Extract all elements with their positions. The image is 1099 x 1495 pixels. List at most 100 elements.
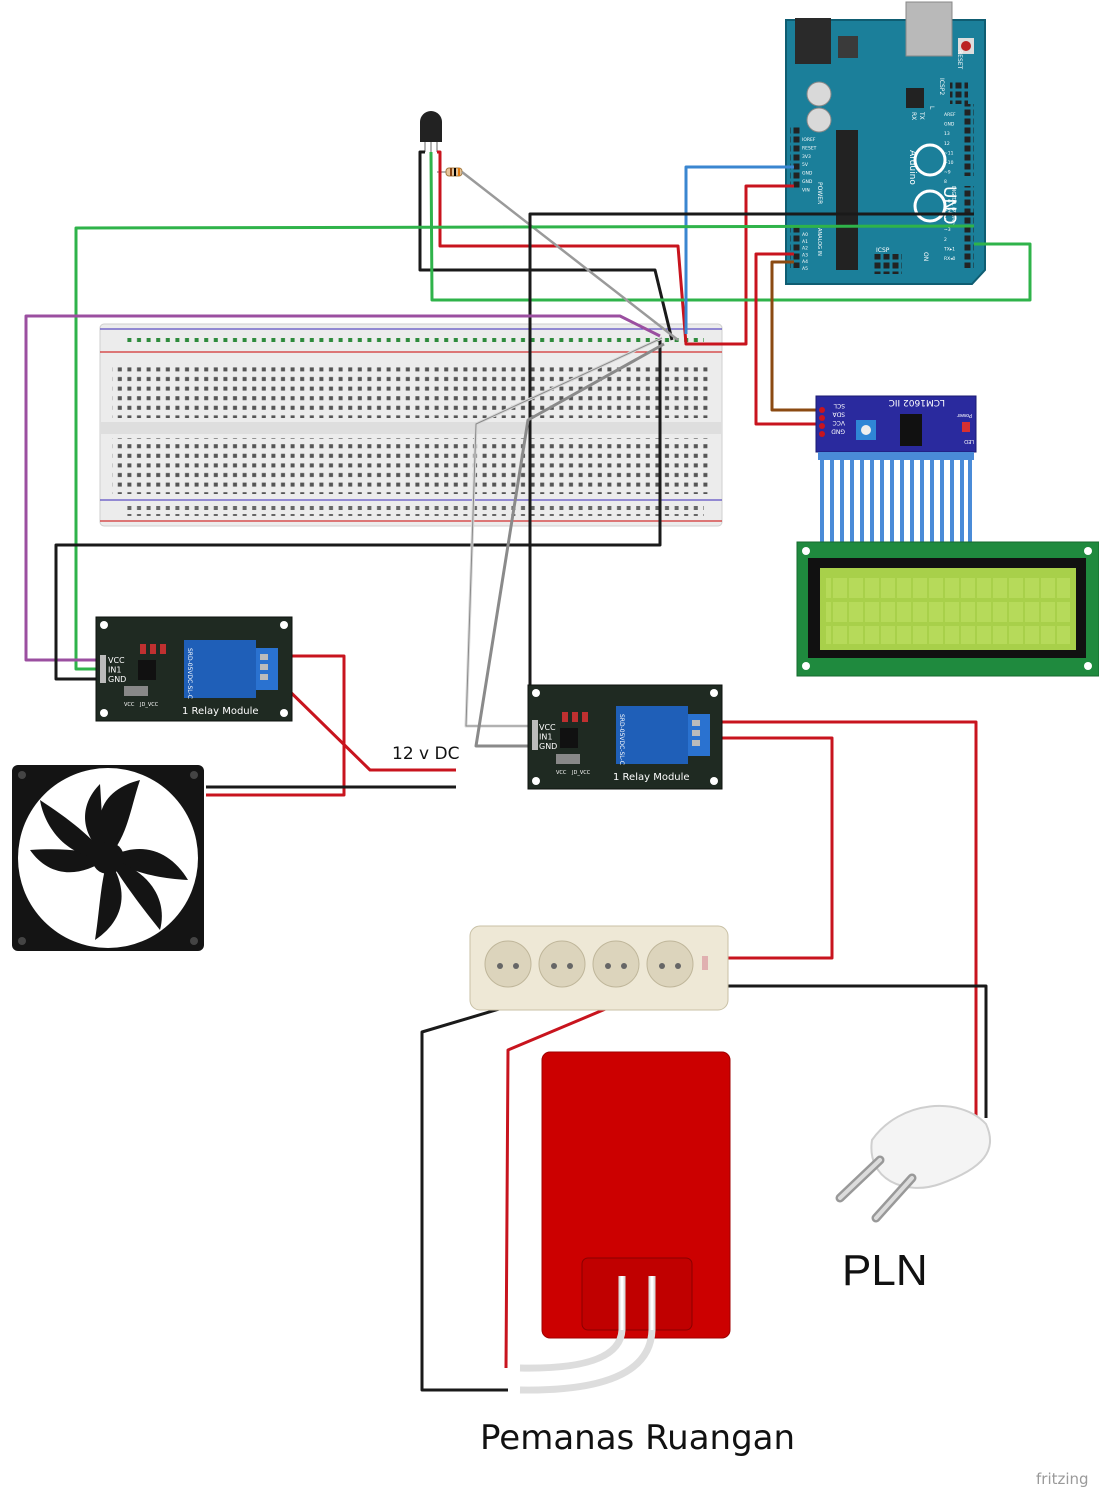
- arduino-reset-label: RESET: [956, 50, 963, 70]
- wire-5v: [684, 165, 794, 334]
- wires: [24, 150, 1032, 1392]
- pin-label: GND: [802, 171, 813, 177]
- pin-label: 8: [944, 179, 947, 185]
- pin-label: A5: [802, 266, 808, 272]
- breadboard: [99, 323, 723, 527]
- arduino-analog-label: ANALOG IN: [816, 228, 822, 256]
- heater-label: Pemanas Ruangan: [480, 1418, 796, 1458]
- wire-resistor: [461, 171, 679, 341]
- lcd-16x2-display: [796, 541, 1099, 677]
- relay1-jumper-jdvcc: JD_VCC: [139, 702, 159, 708]
- wire-mains-relay-in: [700, 720, 978, 1118]
- wire-12v-positive: [268, 670, 456, 772]
- relay2-part-label: SRD-05VDC-SL-C: [618, 714, 625, 765]
- relay-module-2: SRD-05VDC-SL-C 1 Relay Module VCCIN1GND …: [527, 684, 723, 790]
- relay1-title: 1 Relay Module: [182, 706, 259, 717]
- arduino-on-label: ON: [922, 252, 929, 261]
- arduino-power-pin-labels: IOREF RESET 3V3 5V GND GND VIN: [802, 137, 817, 193]
- mains-plug: [835, 1105, 992, 1223]
- wire-sensor-data: [429, 151, 1032, 302]
- wire-relay1-gnd: [54, 340, 662, 681]
- pin-label: RX◂0: [944, 256, 955, 262]
- power-strip: [469, 925, 729, 1011]
- relay2-jumper-jdvcc: JD_VCC: [571, 770, 591, 776]
- arduino-rx-label: RX: [910, 112, 917, 120]
- dc-supply-label: 12 v DC: [392, 744, 460, 764]
- pin-label: SCL: [833, 402, 845, 409]
- pin-label: 7: [944, 189, 947, 195]
- pin-label: A1: [802, 239, 808, 245]
- pin-label: 4: [944, 218, 947, 224]
- arduino-brand-label: Arduino: [907, 150, 917, 185]
- relay2-title: 1 Relay Module: [613, 772, 690, 783]
- pin-label: GND: [802, 179, 813, 185]
- pin-label: GND: [944, 122, 955, 128]
- pin-label: 5V: [802, 162, 809, 168]
- pin-label: GND: [539, 742, 557, 751]
- arduino-tx-label: TX: [918, 111, 925, 120]
- lcd-backpack-title: LCM1602 IIC: [889, 397, 945, 407]
- arduino-icsp-label: ICSP: [876, 247, 890, 254]
- pin-label: 13: [944, 131, 950, 137]
- pin-label: VIN: [802, 187, 810, 193]
- pin-label: IN1: [108, 666, 121, 675]
- arduino-uno: RESET ICSP2 L TX RX Arduino UNO ON ICSP …: [785, 1, 986, 285]
- pin-label: ~3: [944, 227, 951, 233]
- wire-relay2-vcc-edge: [465, 337, 663, 727]
- arduino-digital-label: DIGITAL (PWM~): [950, 186, 956, 228]
- room-heater: [519, 1051, 731, 1394]
- pin-label: ~6: [944, 198, 951, 204]
- pin-label: A3: [802, 252, 808, 258]
- pin-label: VCC: [108, 656, 125, 665]
- pin-label: ~5: [944, 208, 951, 214]
- pin-label: AREF: [944, 112, 956, 118]
- relay-module-1: SRD-05VDC-SL-C 1 Relay Module VCCIN1GND …: [95, 616, 293, 722]
- relay1-jumper-vcc: VCC: [124, 702, 135, 708]
- pin-label: 12: [944, 141, 950, 147]
- pin-label: ~11: [944, 150, 954, 156]
- wire-sensor-gnd: [418, 150, 674, 341]
- pin-label: ~10: [944, 160, 954, 166]
- pin-label: RESET: [802, 145, 817, 151]
- lcd-backpack-led-label: LED: [964, 438, 974, 444]
- arduino-power-label: POWER: [816, 182, 823, 204]
- wire-fan-positive: [206, 654, 346, 797]
- wire-relay1-in: [74, 224, 975, 671]
- pin-label: ~9: [944, 170, 951, 176]
- pin-label: TX▸1: [943, 246, 955, 252]
- pin-label: A2: [802, 246, 808, 252]
- pin-label: 2: [944, 237, 947, 243]
- relay1-part-label: SRD-05VDC-SL-C: [186, 648, 193, 699]
- temperature-sensor: [420, 111, 442, 152]
- fritzing-watermark: fritzing: [1036, 1470, 1089, 1488]
- pin-label: IOREF: [802, 137, 816, 143]
- mains-label: PLN: [842, 1246, 928, 1295]
- lcd-backpack-power-label: Power: [956, 412, 972, 418]
- relay2-jumper-vcc: VCC: [556, 770, 567, 776]
- pin-label: GND: [108, 675, 126, 684]
- arduino-icsp2-label: ICSP2: [938, 78, 945, 95]
- wire-relay1-vcc: [24, 314, 661, 662]
- pin-label: A0: [802, 232, 808, 238]
- wire-i2c-scl: [770, 260, 824, 412]
- arduino-digital-pin-labels: AREF GND 13 12 ~11 ~10 ~9 8 7 ~6 ~5 4 ~3 2 TX▸1 RX◂0: [943, 112, 956, 262]
- wire-mains-relay-out: [700, 736, 834, 960]
- wire-sensor-vcc: [437, 150, 794, 346]
- pin-label: 3V3: [802, 154, 811, 160]
- pin-label: VCC: [833, 419, 845, 426]
- lcd-ribbon: [820, 460, 972, 550]
- pin-label: VCC: [539, 723, 556, 732]
- wire-relay2-signal: [474, 342, 665, 748]
- pin-label: SDA: [832, 411, 845, 418]
- pin-label: A4: [802, 259, 808, 265]
- fan: [12, 765, 204, 951]
- wire-i2c-sda: [754, 252, 824, 426]
- arduino-l-label: L: [928, 106, 935, 110]
